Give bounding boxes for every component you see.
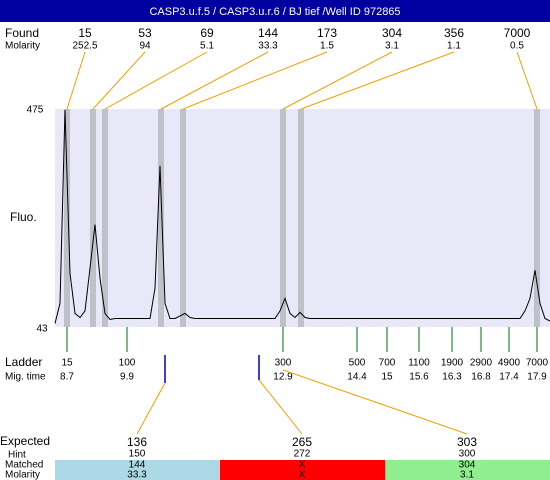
mig-time: 8.7 (60, 372, 74, 383)
ladder-size: 7000 (526, 358, 549, 369)
found-molarity: 33.3 (258, 41, 278, 52)
expected-value: 136 (127, 435, 147, 449)
found-molarity: 5.1 (200, 41, 214, 52)
hint-value: 150 (129, 449, 146, 460)
ladder-size: 500 (349, 358, 366, 369)
matched-molarity: X (299, 470, 306, 480)
found-molarity: 1.5 (320, 41, 334, 52)
found-molarity: 252.5 (72, 41, 97, 52)
mig-time: 12.9 (273, 372, 293, 383)
mig-time: 17.9 (527, 372, 547, 383)
found-size: 304 (382, 26, 402, 40)
ladder-size: 700 (379, 358, 396, 369)
ladder-size: 15 (61, 358, 73, 369)
peak-connector (182, 51, 328, 110)
mig-time: 9.9 (120, 372, 134, 383)
mig-time-label: Mig. time (5, 372, 46, 383)
ladder-size: 300 (275, 358, 292, 369)
found-label: Found (5, 26, 39, 40)
peak-band (534, 109, 540, 327)
expected-connector (258, 379, 303, 435)
matched-cell (220, 460, 385, 480)
found-molarity: 3.1 (385, 41, 399, 52)
peak-connector (282, 51, 393, 110)
title: CASP3.u.f.5 / CASP3.u.r.6 / BJ tief /Wel… (149, 6, 400, 18)
peak-band (298, 109, 304, 327)
found-size: 356 (444, 26, 464, 40)
found-size: 53 (138, 26, 152, 40)
matched-value: 304 (459, 460, 476, 471)
expected-molarity-label: Molarity (5, 470, 40, 480)
y-min-label: 43 (36, 324, 48, 335)
expected-label: Expected (0, 434, 50, 448)
expected-connector (282, 369, 468, 435)
expected-connector (136, 382, 166, 435)
found-molarity: 1.1 (447, 41, 461, 52)
peak-band (90, 109, 96, 327)
mig-time: 15 (381, 372, 393, 383)
peak-band (180, 109, 186, 327)
peak-connector (516, 51, 538, 110)
title-bar (0, 0, 550, 22)
peak-band (158, 109, 164, 327)
peak-connector (66, 51, 86, 110)
expected-value: 303 (457, 435, 477, 449)
peak-band (102, 109, 108, 327)
molarity-label: Molarity (5, 41, 40, 52)
mig-time: 14.4 (347, 372, 367, 383)
mig-time: 16.3 (442, 372, 462, 383)
matched-molarity: 33.3 (127, 470, 147, 480)
matched-cell (385, 460, 550, 480)
peak-connector (160, 51, 269, 110)
y-axis-label: Fluo. (10, 210, 37, 224)
peak-connector (104, 51, 208, 110)
matched-value: X (299, 460, 306, 471)
ladder-size: 100 (119, 358, 136, 369)
mig-time: 17.4 (499, 372, 519, 383)
found-size: 173 (317, 26, 337, 40)
peak-band (64, 109, 70, 327)
expected-value: 265 (292, 435, 312, 449)
found-molarity: 0.5 (510, 41, 524, 52)
found-size: 144 (258, 26, 278, 40)
matched-value: 144 (129, 460, 146, 471)
found-size: 7000 (504, 26, 531, 40)
y-max-label: 475 (27, 105, 44, 116)
trace (54, 109, 550, 324)
matched-molarity: 3.1 (460, 470, 474, 480)
hint-label: Hint (8, 450, 26, 461)
found-size: 15 (78, 26, 92, 40)
ladder-size: 1100 (408, 358, 430, 369)
matched-label: Matched (5, 460, 43, 471)
ladder-size: 2900 (470, 358, 493, 369)
found-molarity: 94 (139, 41, 151, 52)
hint-value: 272 (294, 449, 311, 460)
ladder-label: Ladder (5, 355, 42, 369)
peak-connector (300, 51, 455, 110)
ladder-size: 4900 (498, 358, 521, 369)
peak-connector (92, 51, 146, 110)
ladder-size: 1900 (441, 358, 464, 369)
hint-value: 300 (459, 449, 476, 460)
matched-cell (55, 460, 220, 480)
found-size: 69 (200, 26, 214, 40)
mig-time: 15.6 (409, 372, 429, 383)
peak-band (280, 109, 286, 327)
mig-time: 16.8 (471, 372, 491, 383)
